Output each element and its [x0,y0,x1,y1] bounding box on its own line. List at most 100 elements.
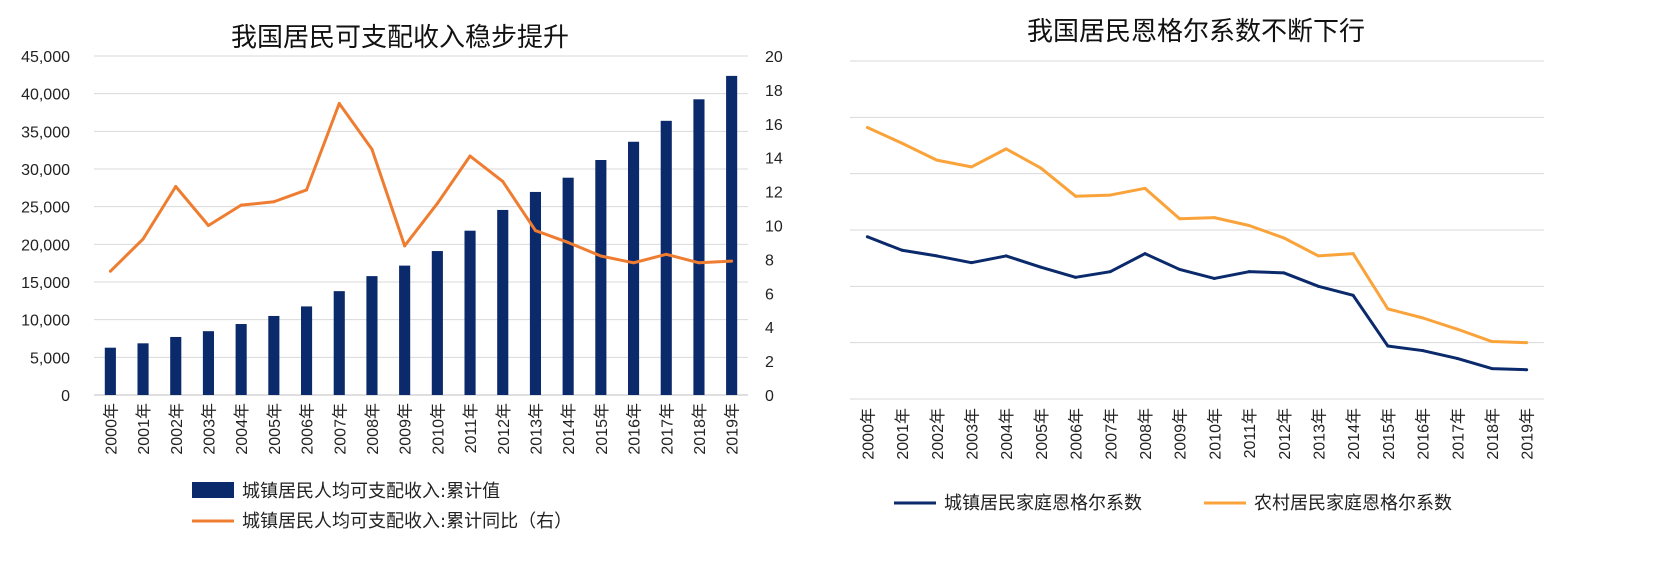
y-right-tick-label: 18 [765,83,783,100]
point-series-1-2013年 [1316,254,1320,258]
point-series-1-2004年 [1004,147,1008,151]
y-left-tick-label: 0 [61,388,70,405]
point-series-0-2012年 [1282,271,1286,275]
line-income-growth [109,101,732,273]
point-growth-2017年 [664,252,668,256]
bar-income-2010年 [431,251,443,395]
bar-income-2005年 [268,315,280,395]
y-left-tick-label: 30,000 [21,162,70,179]
point-series-1-2007年 [1108,193,1112,197]
x-tick-label: 2007年 [331,403,349,455]
point-series-0-2001年 [900,248,904,252]
point-growth-2001年 [141,237,145,241]
x-tick-label: 2003年 [200,403,218,455]
x-tick-label: 2001年 [894,408,912,460]
point-growth-2009年 [403,244,407,248]
bar-income-2013年 [529,191,542,395]
point-series-1-2018年 [1490,340,1494,344]
x-tick-label: 2018年 [691,403,709,455]
bar-income-2012年 [497,209,509,395]
point-series-0-2010年 [1212,276,1216,280]
point-series-0-2009年 [1178,267,1182,271]
x-tick-label: 2008年 [364,403,382,455]
point-growth-2006年 [305,188,309,192]
y-right-tick-label: 4 [765,320,774,337]
point-series-1-2019年 [1525,341,1529,345]
point-growth-2015年 [599,254,603,258]
chart-title: 我国居民可支配收入稳步提升 [231,23,569,53]
x-tick-label: 2019年 [1519,408,1537,460]
point-growth-2012年 [501,179,505,183]
point-series-1-2005年 [1039,166,1043,170]
point-series-0-2014年 [1351,293,1355,297]
point-growth-2005年 [272,200,276,204]
point-series-0-2003年 [969,261,973,265]
point-series-1-2009年 [1178,217,1182,221]
point-series-0-2017年 [1455,356,1459,360]
x-tick-label: 2002年 [168,403,186,455]
point-series-1-2011年 [1247,223,1251,227]
point-growth-2004年 [239,203,243,207]
point-growth-2003年 [206,224,210,227]
y-left-tick-label: 20,000 [21,237,70,254]
point-series-1-2012年 [1282,236,1286,240]
x-tick-label: 2001年 [135,403,153,455]
y-right-tick-label: 16 [765,117,783,134]
x-tick-label: 2007年 [1102,408,1120,460]
x-tick-label: 2009年 [397,403,415,455]
point-growth-2013年 [533,229,537,233]
point-series-0-2006年 [1074,275,1078,279]
bar-income-2018年 [693,99,705,395]
point-series-1-2017年 [1455,327,1459,331]
y-left-tick-label: 40,000 [21,87,70,104]
point-series-0-2016年 [1421,349,1425,353]
x-tick-label: 2016年 [1415,408,1433,460]
point-series-0-2019年 [1525,368,1529,372]
line-series-1 [866,126,1527,345]
engel-coefficient-chart: 我国居民恩格尔系数不断下行253035404550552000年2001年200… [850,17,1544,514]
legend-label-rural: 农村居民家庭恩格尔系数 [1254,493,1452,514]
y-right-tick-label: 20 [765,49,783,66]
x-tick-label: 2002年 [929,408,947,460]
point-growth-2018年 [697,261,701,265]
y-right-tick-label: 8 [765,252,774,269]
x-tick-label: 2013年 [1310,408,1328,460]
x-tick-label: 2011年 [1241,408,1259,458]
point-series-0-2000年 [865,235,869,239]
bar-income-2008年 [366,276,378,395]
x-tick-label: 2015年 [593,403,611,455]
bar-income-2017年 [660,120,672,395]
point-growth-2010年 [435,201,439,205]
legend-label-urban: 城镇居民家庭恩格尔系数 [944,493,1142,514]
bar-income-2004年 [235,324,247,395]
x-tick-label: 2015年 [1380,408,1398,460]
point-growth-2016年 [632,261,636,265]
x-tick-label: 2000年 [859,408,877,460]
y-right-tick-label: 10 [765,219,783,236]
bar-income-2001年 [137,343,149,395]
point-series-1-2016年 [1421,316,1425,320]
y-left-tick-label: 35,000 [21,124,70,141]
point-growth-2014年 [566,240,570,244]
bar-income-2003年 [202,331,215,395]
point-series-0-2018年 [1490,367,1494,371]
point-series-1-2014年 [1351,252,1355,256]
line-series-0 [866,235,1527,372]
x-tick-label: 2014年 [1345,408,1363,460]
point-series-0-2015年 [1386,344,1390,348]
bar-income-2016年 [627,141,640,395]
x-tick-label: 2018年 [1484,408,1502,460]
x-tick-label: 2006年 [1068,408,1086,460]
bar-income-2002年 [170,336,182,395]
point-series-0-2002年 [935,254,939,258]
x-tick-label: 2005年 [1033,408,1051,460]
point-series-1-2008年 [1143,186,1147,190]
x-tick-label: 2006年 [299,403,317,455]
y-right-tick-label: 2 [765,354,774,371]
legend-swatch-bar [192,482,234,498]
x-tick-label: 2010年 [1206,408,1224,460]
point-series-0-2011年 [1247,270,1251,274]
x-tick-label: 2017年 [658,403,676,455]
y-left-tick-label: 15,000 [21,275,70,292]
y-left-tick-label: 5,000 [30,350,70,367]
